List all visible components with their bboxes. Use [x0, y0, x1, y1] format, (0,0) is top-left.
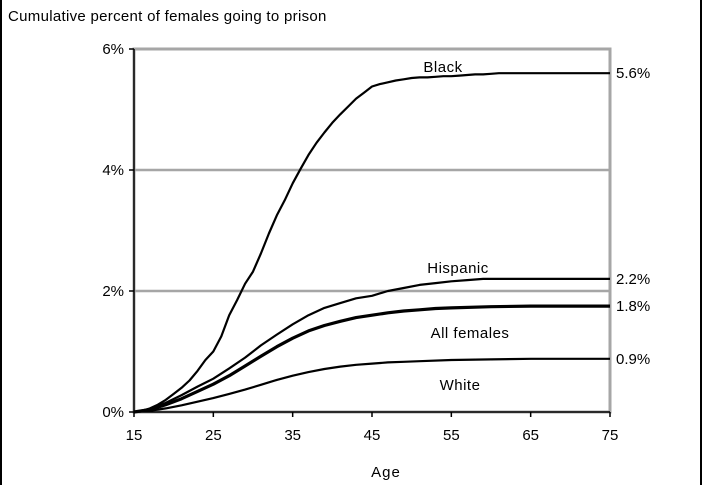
frame-left-border [0, 0, 2, 485]
y-tick-label: 4% [102, 162, 124, 179]
series-lines [133, 72, 610, 414]
frame-right-border [700, 0, 702, 485]
end-label-white: 0.9% [616, 351, 650, 368]
y-tick-label: 0% [102, 404, 124, 421]
x-tick-labels: 15 25 35 45 55 65 75 [126, 412, 619, 444]
end-label-black: 5.6% [616, 65, 650, 82]
y-tick-label: 2% [102, 283, 124, 300]
x-tick-label: 45 [364, 427, 381, 444]
x-tick-label: 35 [284, 427, 301, 444]
axes [133, 49, 610, 413]
end-label-hispanic: 2.2% [616, 271, 650, 288]
series-line-all-females [133, 304, 610, 414]
x-tick-label: 25 [205, 427, 222, 444]
series-label-white: White [440, 377, 481, 394]
series-line-black [133, 72, 610, 414]
end-label-all-females: 1.8% [616, 298, 650, 315]
plot-area-frame [132, 47, 612, 414]
chart-title: Cumulative percent of females going to p… [8, 8, 327, 25]
x-tick-label: 55 [443, 427, 460, 444]
x-tick-label: 75 [602, 427, 619, 444]
x-tick-label: 65 [522, 427, 539, 444]
y-tick-label: 6% [102, 41, 124, 58]
series-label-all-females: All females [431, 325, 510, 342]
series-line-white [133, 357, 610, 414]
gridlines [134, 168, 610, 293]
y-tick-labels: 0% 2% 4% 6% [102, 41, 134, 421]
series-label-black: Black [423, 59, 462, 76]
x-tick-label: 15 [126, 427, 143, 444]
series-line-hispanic [133, 277, 610, 414]
x-axis-title: Age [371, 464, 401, 481]
end-value-labels: 5.6% 2.2% 1.8% 0.9% [616, 65, 650, 368]
series-label-hispanic: Hispanic [427, 260, 489, 277]
